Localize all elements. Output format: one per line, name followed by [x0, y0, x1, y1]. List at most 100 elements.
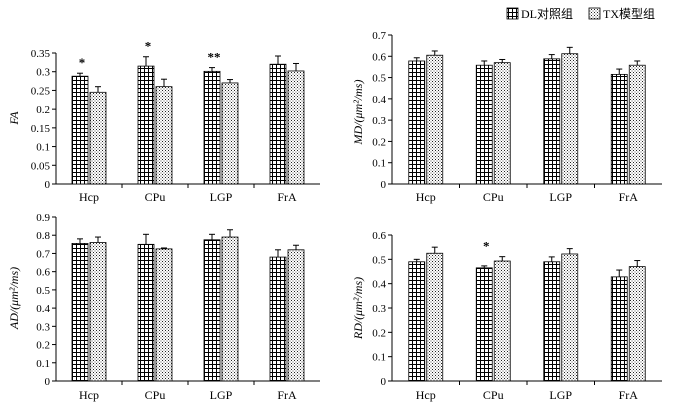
significance-marker: *: [145, 39, 152, 54]
category-label: CPu: [145, 190, 166, 204]
category-label: FrA: [277, 388, 297, 402]
bar-md-fra-tx: [628, 64, 646, 185]
bar-md-hcp-tx: [426, 54, 444, 185]
bar-fa-cpu-tx: [155, 86, 173, 185]
y-tick-label: 0.7: [372, 30, 386, 42]
y-axis-label: FA: [7, 111, 21, 126]
y-tick-label: 0.5: [372, 254, 386, 266]
bar-fa-lgp-tx: [221, 82, 239, 185]
category-label: FrA: [277, 190, 297, 204]
bar-rd-lgp-dl: [543, 261, 561, 382]
y-axis-label: MD/(μm²/ms): [351, 80, 365, 146]
chart-rd: 0 0.1 0.2 0.3 0.4 0.5 0.6 RD/(μm²/ms) Hcp * CPu LGP…: [351, 230, 662, 402]
y-tick-label: 0.7: [36, 248, 50, 260]
y-tick-label: 0.2: [36, 104, 50, 116]
significance-marker: *: [79, 55, 86, 70]
bar-rd-lgp-tx: [561, 253, 579, 382]
legend-swatch-tx: [588, 7, 601, 20]
y-tick-label: 0.5: [372, 73, 386, 85]
bar-md-cpu-tx: [493, 62, 511, 185]
y-axis-label: AD/(μm²/ms): [7, 267, 21, 330]
category-label: Hcp: [416, 190, 436, 204]
legend-label-tx: TX模型组: [603, 7, 655, 21]
category-label: FrA: [619, 388, 639, 402]
y-tick-label: 0.2: [36, 340, 50, 352]
y-tick-label: 0.8: [36, 230, 50, 242]
y-tick-label: 0.1: [372, 158, 386, 170]
category-label: FrA: [619, 190, 639, 204]
bar-ad-cpu-tx: [155, 248, 173, 382]
y-tick-label: 0.6: [36, 267, 50, 279]
bar-ad-hcp-tx: [89, 242, 107, 382]
bar-ad-hcp-dl: [71, 243, 89, 382]
category-label: CPu: [483, 388, 504, 402]
y-tick-label: 0.1: [36, 142, 50, 154]
category-label: LGP: [210, 190, 233, 204]
significance-marker: **: [208, 50, 221, 65]
y-tick-label: 0.3: [36, 67, 50, 79]
bar-ad-lgp-tx: [221, 236, 239, 382]
y-tick-label: 0.35: [31, 48, 51, 60]
bar-ad-cpu-dl: [137, 243, 155, 382]
y-tick-label: 0.3: [36, 321, 50, 333]
bar-ad-fra-dl: [269, 256, 287, 382]
y-tick-label: 0.15: [31, 123, 51, 135]
bar-rd-cpu-tx: [493, 260, 511, 382]
category-label: LGP: [549, 190, 572, 204]
y-tick-label: 0.5: [36, 285, 50, 297]
legend-label-dl: DL对照组: [521, 7, 573, 21]
category-label: LGP: [210, 388, 233, 402]
category-label: LGP: [549, 388, 572, 402]
bar-fa-hcp-dl: [71, 75, 89, 185]
y-tick-label: 0.1: [372, 352, 386, 364]
y-tick-label: 0.6: [372, 230, 386, 242]
category-label: Hcp: [79, 190, 99, 204]
y-tick-label: 0.6: [372, 51, 386, 63]
category-label: Hcp: [79, 388, 99, 402]
y-tick-label: 0.3: [372, 115, 386, 127]
y-tick-label: 0.25: [31, 85, 51, 97]
y-tick-label: 0: [45, 179, 51, 191]
bar-fa-fra-tx: [287, 70, 305, 185]
bar-md-cpu-dl: [475, 64, 493, 185]
chart-ad: 0 0.1 0.2 0.3 0.4 0.5 0.6 0.7 0.8 0.9 AD/(μm²/ms) H…: [7, 212, 320, 402]
y-tick-label: 0.4: [372, 94, 386, 106]
bar-fa-cpu-dl: [137, 65, 155, 185]
legend: DL对照组 TX模型组: [506, 7, 655, 21]
chart-md: 0 0.1 0.2 0.3 0.4 0.5 0.6 0.7 MD/(μm²/ms) Hcp CPu L…: [351, 30, 662, 204]
bar-fa-lgp-dl: [203, 70, 221, 185]
significance-marker: *: [483, 239, 490, 254]
bar-md-lgp-tx: [561, 53, 579, 185]
y-tick-label: 0.05: [31, 160, 51, 172]
legend-swatch-dl: [506, 7, 519, 20]
chart-panels: 0 0.05 0.1 0.15 0.2 0.25 0.3 0.35 FA * Hcp * CPu ** LG…: [7, 30, 662, 402]
bar-md-hcp-dl: [408, 60, 426, 185]
bar-rd-hcp-dl: [408, 261, 426, 382]
y-tick-label: 0.1: [36, 358, 50, 370]
category-label: CPu: [145, 388, 166, 402]
bar-md-fra-dl: [610, 73, 628, 185]
bar-rd-fra-dl: [610, 276, 628, 382]
bar-ad-fra-tx: [287, 249, 305, 382]
y-tick-label: 0.3: [372, 303, 386, 315]
bar-md-lgp-dl: [543, 58, 561, 185]
bar-ad-lgp-dl: [203, 239, 221, 382]
bar-rd-cpu-dl: [475, 267, 493, 382]
y-tick-label: 0: [381, 179, 387, 191]
y-tick-label: 0: [381, 376, 387, 388]
bar-rd-hcp-tx: [426, 252, 444, 382]
category-label: CPu: [483, 190, 504, 204]
y-tick-label: 0: [45, 376, 51, 388]
chart-fa: 0 0.05 0.1 0.15 0.2 0.25 0.3 0.35 FA * Hcp * CPu ** LG…: [7, 39, 320, 204]
y-tick-label: 0.2: [372, 136, 386, 148]
bar-fa-fra-dl: [269, 63, 287, 185]
y-tick-label: 0.4: [36, 303, 50, 315]
y-tick-label: 0.9: [36, 212, 50, 224]
category-label: Hcp: [416, 388, 436, 402]
bar-rd-fra-tx: [628, 266, 646, 382]
bar-fa-hcp-tx: [89, 91, 107, 185]
y-tick-label: 0.4: [372, 279, 386, 291]
y-tick-label: 0.2: [372, 327, 386, 339]
y-axis-label: RD/(μm²/ms): [351, 277, 365, 340]
